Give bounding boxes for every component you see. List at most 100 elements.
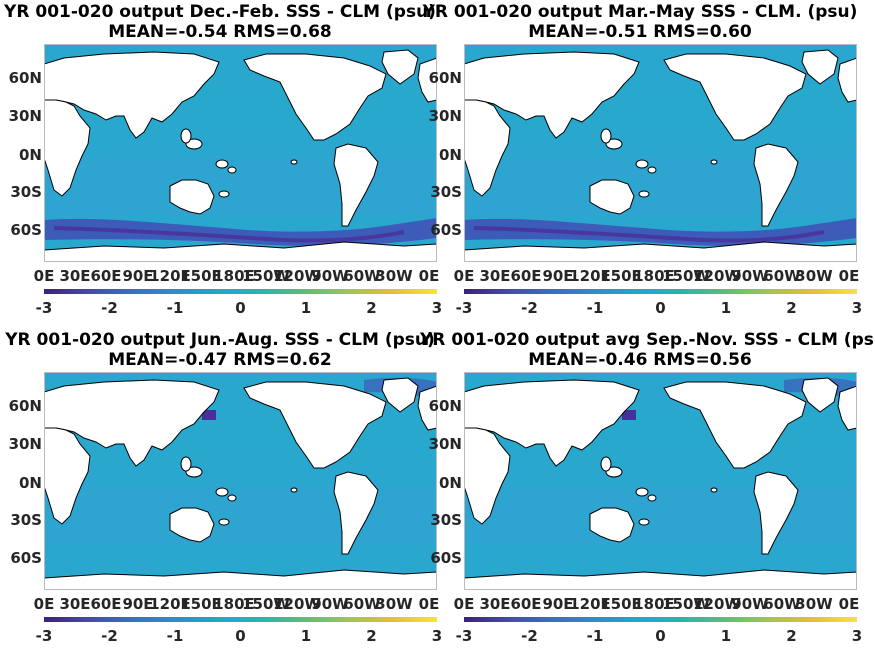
lon-tick-label: 30E	[59, 267, 91, 285]
landmass-south-america	[753, 143, 799, 227]
lon-tick-label: 0E	[418, 267, 440, 285]
colorbar-tick-label: -1	[166, 627, 184, 645]
panel-mam: YR 001-020 output Mar.-May SSS - CLM. (p…	[420, 0, 863, 328]
colorbar	[464, 617, 857, 622]
island	[215, 159, 229, 169]
lon-tick-label: 90W	[731, 267, 769, 285]
lon-tick-label: 120E	[569, 267, 611, 285]
landmass-australia	[589, 179, 635, 215]
lat-tick-label: 0N	[439, 474, 462, 492]
sss-anomaly-map	[464, 372, 857, 590]
landmass-greenland	[381, 377, 419, 413]
colorbar-tick-label: 0	[655, 627, 666, 645]
island	[185, 138, 203, 150]
colorbar-tick-label: 0	[235, 627, 246, 645]
lon-tick-label: 0E	[453, 267, 475, 285]
lon-tick-label: 0E	[33, 595, 55, 613]
island	[638, 518, 650, 526]
sss-anomaly-map	[464, 44, 857, 262]
colorbar-tick-label: 0	[655, 299, 666, 317]
lon-tick-label: 30E	[479, 595, 511, 613]
colorbar-tick-label: 2	[366, 299, 377, 317]
landmass-australia	[169, 507, 215, 543]
map-frame	[464, 372, 857, 590]
island	[227, 166, 237, 174]
lat-tick-label: 0N	[439, 146, 462, 164]
landmass-antarctica	[464, 569, 857, 590]
colorbar-tick-label: -2	[521, 299, 538, 317]
panel-jja: YR 001-020 output Jun.-Aug. SSS - CLM (p…	[0, 328, 443, 656]
island	[218, 518, 230, 526]
landmass-eurasia	[464, 379, 640, 467]
panel-djf: YR 001-020 output Dec.-Feb. SSS - CLM (p…	[0, 0, 442, 328]
island	[638, 190, 650, 198]
lon-tick-label: 120W	[273, 595, 321, 613]
colorbar-tick-label: 3	[851, 299, 863, 317]
panel-son: YR 001-020 output avg Sep.-Nov. SSS - CL…	[420, 328, 875, 656]
chart-title-stats: MEAN=-0.46 RMS=0.56	[528, 350, 752, 370]
lat-tick-label: 30N	[8, 435, 42, 453]
lon-tick-label: 180E	[213, 595, 255, 613]
lon-tick-label: 120W	[693, 267, 741, 285]
lat-tick-label: 30S	[430, 511, 462, 529]
lon-tick-label: 60W	[343, 595, 381, 613]
lon-tick-label: 0E	[838, 595, 860, 613]
lon-tick-label: 120E	[569, 595, 611, 613]
okhotsk-anomaly-patch	[622, 410, 636, 420]
lat-tick-label: 0N	[19, 474, 42, 492]
okhotsk-anomaly-patch	[202, 410, 216, 420]
colorbar-tick-label: 3	[431, 627, 443, 645]
colorbar-tick-label: -2	[101, 627, 118, 645]
chart-title: YR 001-020 output Jun.-Aug. SSS - CLM (p…	[0, 330, 440, 370]
lon-tick-label: 90E	[122, 267, 154, 285]
ocean-variation-band	[44, 484, 437, 544]
chart-title-line1: YR 001-020 output Dec.-Feb. SSS - CLM (p…	[4, 2, 436, 22]
colorbar-gradient	[44, 289, 437, 294]
lon-tick-label: 30E	[59, 595, 91, 613]
lon-tick-label: 60E	[90, 267, 122, 285]
chart-title: YR 001-020 output Dec.-Feb. SSS - CLM (p…	[0, 2, 440, 42]
landmass-africa	[44, 427, 91, 525]
lon-tick-label: 180E	[213, 267, 255, 285]
island	[635, 159, 649, 169]
chart-title-stats: MEAN=-0.47 RMS=0.62	[108, 350, 332, 370]
lon-tick-label: 150W	[242, 595, 290, 613]
landmass-north-america	[663, 381, 807, 469]
lat-tick-label: 60N	[428, 397, 462, 415]
lon-tick-label: 180E	[633, 595, 675, 613]
sss-anomaly-map	[44, 44, 437, 262]
island	[710, 487, 718, 493]
chart-title-line1: YR 001-020 output Jun.-Aug. SSS - CLM (p…	[5, 330, 435, 350]
landmass-antarctica	[464, 241, 857, 262]
landmass-greenland	[801, 49, 839, 85]
lat-tick-label: 30N	[428, 435, 462, 453]
ocean-variation-band	[464, 156, 857, 216]
landmass-south-america	[333, 143, 379, 227]
lon-tick-label: 180E	[633, 267, 675, 285]
map-frame	[464, 44, 857, 262]
lon-tick-label: 0E	[838, 267, 860, 285]
landmass-antarctica	[44, 569, 437, 590]
lon-tick-label: 90W	[311, 267, 349, 285]
lat-tick-label: 60S	[430, 221, 462, 239]
map-frame	[44, 44, 437, 262]
lat-tick-label: 60N	[428, 69, 462, 87]
lon-tick-label: 30W	[795, 595, 833, 613]
lon-tick-label: 60E	[510, 595, 542, 613]
lon-tick-label: 120W	[693, 595, 741, 613]
landmass-australia	[589, 507, 635, 543]
lon-tick-label: 150E	[180, 267, 222, 285]
lon-tick-label: 150W	[662, 595, 710, 613]
landmass-europe-east	[417, 385, 437, 431]
lon-tick-label: 30W	[795, 267, 833, 285]
island	[218, 190, 230, 198]
island	[710, 159, 718, 165]
lon-tick-label: 150E	[180, 595, 222, 613]
chart-title-line1: YR 001-020 output avg Sep.-Nov. SSS - CL…	[420, 330, 875, 350]
lat-tick-label: 60S	[430, 549, 462, 567]
landmass-north-america	[663, 53, 807, 141]
colorbar-tick-label: 2	[786, 299, 797, 317]
lon-tick-label: 0E	[418, 595, 440, 613]
lon-tick-label: 120E	[149, 595, 191, 613]
colorbar-tick-label: -3	[455, 299, 473, 317]
